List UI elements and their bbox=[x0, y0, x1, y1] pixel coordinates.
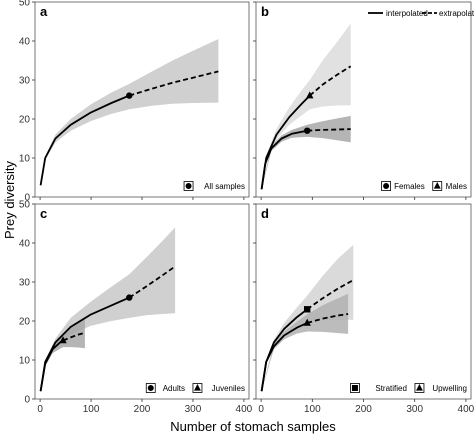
panel-c: c 0 10 20 30 40 50 0 100 200 300 400 Juveniles Adults bbox=[19, 200, 253, 416]
x-tick-label: 300 bbox=[185, 404, 202, 415]
interpolated-line-males bbox=[260, 94, 311, 190]
y-tick-label: 40 bbox=[19, 37, 31, 48]
y-tick-label: 10 bbox=[19, 154, 31, 165]
panel-d: d 0 100 200 300 400 Upwelling Stratified bbox=[253, 203, 474, 415]
x-tick-label: 0 bbox=[37, 404, 43, 415]
legend-label-juveniles: Juveniles bbox=[212, 384, 245, 393]
observed-point-females bbox=[303, 127, 311, 134]
interpolated-line-all samples bbox=[39, 94, 130, 186]
y-tick-label: 10 bbox=[19, 356, 31, 367]
observed-point-all samples bbox=[126, 92, 133, 99]
legend-marker-stratified bbox=[351, 385, 358, 391]
y-tick-label: 0 bbox=[24, 193, 30, 204]
observed-point-adults bbox=[126, 294, 133, 301]
x-tick-label: 200 bbox=[134, 404, 151, 415]
y-tick-label: 30 bbox=[19, 278, 31, 289]
x-tick-label: 100 bbox=[304, 404, 321, 415]
y-tick-label: 50 bbox=[19, 0, 31, 9]
y-axis-title: Prey diversity bbox=[2, 160, 17, 239]
legend-marker-adults bbox=[147, 385, 154, 391]
observed-point-stratified bbox=[303, 306, 311, 313]
legend-label-males: Males bbox=[446, 182, 467, 191]
panel-letter: c bbox=[40, 206, 47, 221]
extrapolated-legend-label: extrapolated bbox=[439, 9, 474, 18]
legend-marker-males bbox=[433, 181, 441, 189]
interpolated-legend-label: interpolated bbox=[386, 9, 428, 18]
extrapolated-line-males bbox=[309, 65, 352, 97]
observed-point-juveniles bbox=[59, 336, 67, 344]
x-tick-label: 300 bbox=[406, 404, 423, 415]
y-tick-label: 30 bbox=[19, 76, 31, 87]
extrapolated-line-juveniles bbox=[62, 331, 86, 342]
legend-label-all samples: All samples bbox=[204, 182, 245, 191]
legend-marker-all samples bbox=[185, 183, 192, 189]
y-tick-label: 50 bbox=[19, 200, 31, 211]
x-tick-label: 100 bbox=[83, 404, 100, 415]
plot-frame bbox=[255, 203, 472, 400]
x-axis-title: Number of stomach samples bbox=[170, 419, 336, 434]
plot-frame bbox=[255, 1, 472, 198]
extrapolated-line-upwelling bbox=[306, 313, 349, 324]
interpolated-line-upwelling bbox=[260, 322, 308, 392]
extrapolated-line-stratified bbox=[306, 279, 354, 311]
legend-marker-juveniles bbox=[194, 383, 201, 391]
legend-label-adults: Adults bbox=[163, 384, 185, 393]
extrapolated-line-all samples bbox=[129, 70, 219, 97]
interpolated-line-adults bbox=[39, 296, 130, 392]
legend-marker-upwelling bbox=[416, 383, 423, 391]
x-tick-label: 400 bbox=[458, 404, 474, 415]
y-tick-label: 0 bbox=[24, 395, 30, 406]
legend-marker-females bbox=[383, 183, 390, 189]
line-style-legend: interpolated extrapolated bbox=[368, 9, 474, 18]
panel-letter: b bbox=[261, 4, 269, 19]
observed-point-upwelling bbox=[303, 318, 311, 326]
panel-letter: d bbox=[261, 206, 269, 221]
y-tick-label: 20 bbox=[19, 115, 31, 126]
x-tick-label: 200 bbox=[355, 404, 372, 415]
panel-a: a 0 10 20 30 40 50 All samples bbox=[19, 0, 250, 204]
legend-label-females: Females bbox=[394, 182, 425, 191]
confidence-band-females bbox=[261, 115, 351, 190]
confidence-band-adults bbox=[40, 227, 176, 392]
extrapolated-line-adults bbox=[128, 265, 176, 299]
panel-b: b Males Females bbox=[253, 1, 472, 200]
confidence-band-all samples bbox=[40, 39, 219, 186]
x-tick-label: 400 bbox=[236, 404, 253, 415]
y-tick-label: 40 bbox=[19, 239, 31, 250]
legend-label-stratified: Stratified bbox=[375, 384, 407, 393]
x-tick-label: 0 bbox=[258, 404, 264, 415]
panel-letter: a bbox=[40, 4, 48, 19]
confidence-band-males bbox=[261, 23, 351, 190]
legend-label-upwelling: Upwelling bbox=[432, 384, 467, 393]
y-tick-label: 20 bbox=[19, 317, 31, 328]
observed-point-males bbox=[306, 91, 314, 99]
